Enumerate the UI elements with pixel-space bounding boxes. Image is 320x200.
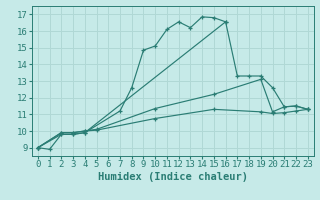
X-axis label: Humidex (Indice chaleur): Humidex (Indice chaleur) <box>98 172 248 182</box>
